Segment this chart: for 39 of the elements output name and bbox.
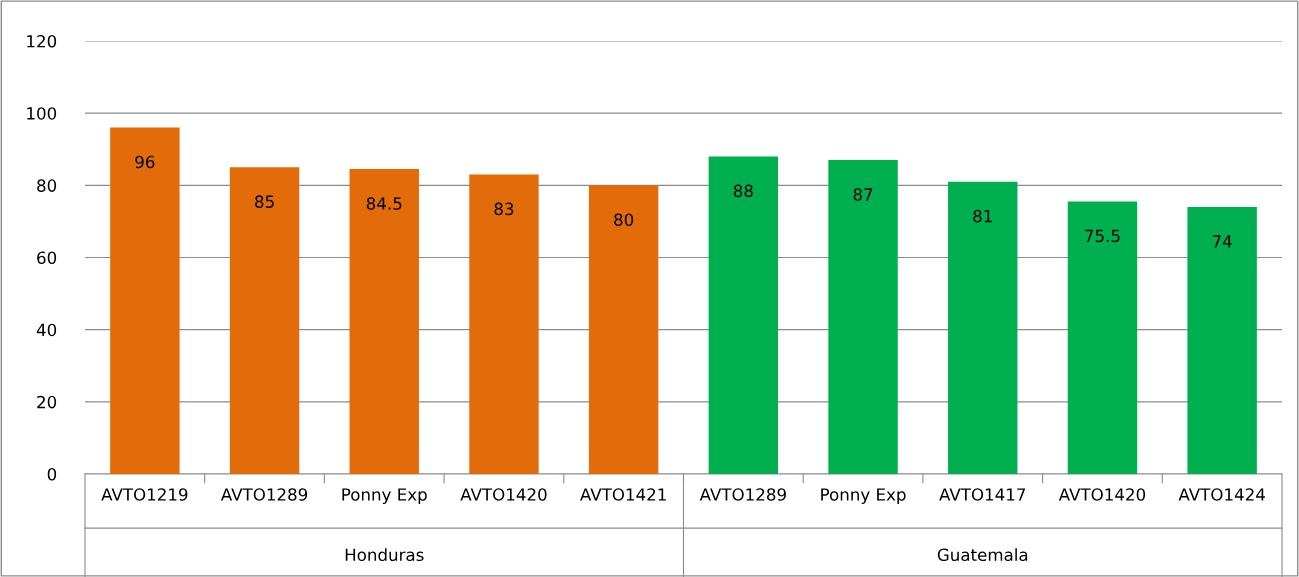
bar	[110, 127, 180, 474]
data-label: 81	[973, 209, 992, 223]
data-label: 87	[853, 188, 873, 201]
x-tick-label: AVTO1219	[101, 488, 188, 501]
y-tick-label: 100	[27, 107, 57, 120]
y-tick-label: 120	[27, 34, 57, 48]
bar	[948, 181, 1018, 474]
x-tick-label: AVTO1289	[220, 488, 308, 501]
x-tick-label: AVTO1421	[580, 488, 666, 501]
bar	[349, 169, 419, 474]
data-label: 84.5	[366, 197, 402, 210]
text: Guatemala	[937, 548, 1028, 562]
bar	[588, 185, 659, 474]
data-label: 85	[255, 195, 274, 208]
x-tick-label: AVTO1289	[699, 488, 786, 501]
bar	[828, 160, 898, 474]
x-tick-label: Ponny Exp	[342, 488, 427, 505]
data-label: 96	[135, 155, 155, 169]
data-label: 88	[733, 184, 753, 198]
data-label: 83	[494, 202, 514, 216]
bar	[708, 156, 779, 474]
bar	[1187, 206, 1257, 474]
y-tick-label: 60	[37, 251, 57, 265]
y-tick-label: 0	[47, 467, 57, 481]
data-label: 74	[1212, 235, 1232, 248]
y-tick-label: 80	[37, 179, 57, 192]
y-tick-label: 20	[37, 395, 57, 409]
text: Honduras	[345, 548, 424, 562]
data-label: 80	[614, 213, 634, 227]
data-label: 75.5	[1085, 229, 1120, 243]
x-tick-label: AVTO1417	[939, 488, 1026, 501]
bar	[1067, 201, 1138, 474]
x-tick-label: AVTO1420	[460, 488, 547, 501]
y-tick-label: 40	[36, 323, 57, 337]
x-tick-label: Ponny Exp	[821, 488, 906, 505]
bar	[469, 174, 539, 474]
x-tick-label: AVTO1420	[1058, 488, 1146, 501]
x-tick-label: AVTO1424	[1178, 488, 1265, 501]
bar	[229, 167, 300, 474]
